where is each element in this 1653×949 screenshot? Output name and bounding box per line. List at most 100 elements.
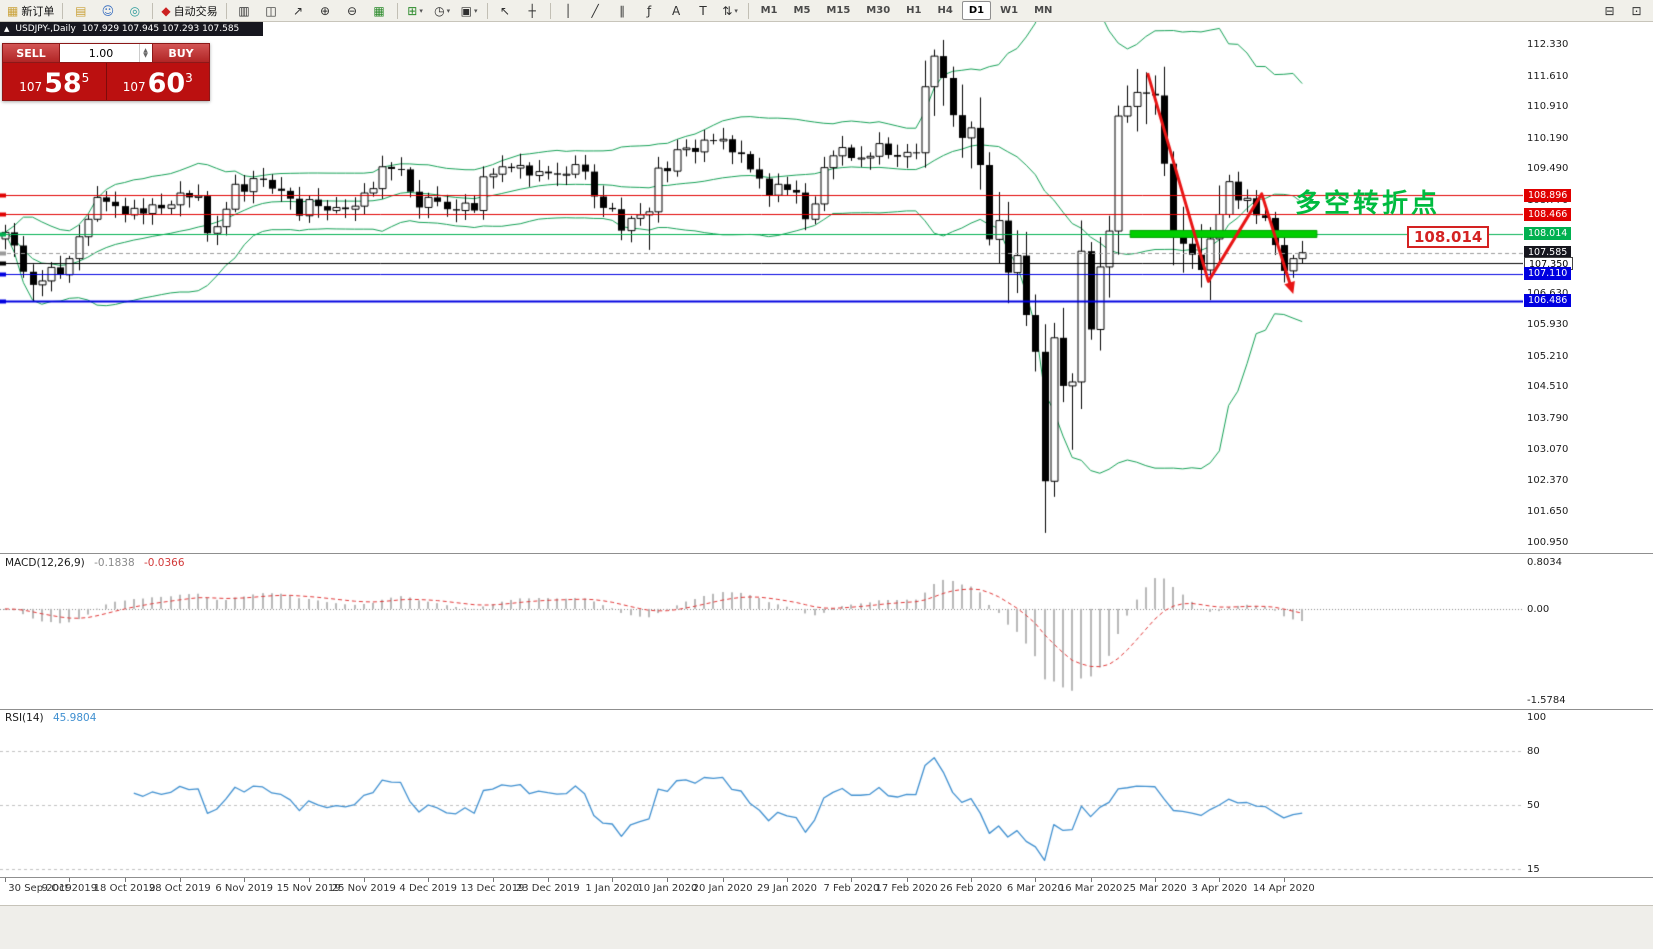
bar-chart-button[interactable]: ▥	[232, 0, 257, 21]
price-axis-label: 100.950	[1527, 536, 1569, 548]
sell-price[interactable]: 107 58 5	[3, 63, 106, 100]
timeframe-h4-button[interactable]: H4	[937, 5, 953, 16]
time-axis-tick	[971, 878, 972, 882]
text-button[interactable]: A	[664, 0, 689, 21]
fibonacci-icon: ƒ	[646, 3, 652, 18]
autotrading-button[interactable]: ◆ 自动交易	[158, 0, 220, 21]
macd-signal-value: -0.0366	[143, 557, 185, 569]
panel-separator[interactable]	[0, 709, 1653, 710]
spin-down-icon[interactable]: ▼	[143, 52, 148, 59]
date-label: 10 Jan 2020	[637, 883, 698, 894]
timeframe-h1-button[interactable]: H1	[906, 5, 922, 16]
print-button[interactable]: ⊟	[1597, 0, 1622, 21]
buy-big-figure: 107	[122, 80, 146, 94]
time-axis-tick	[547, 878, 549, 882]
print-preview-button[interactable]: ⊡	[1624, 0, 1649, 21]
cursor-button[interactable]: ↖	[493, 0, 518, 21]
dropdown-arrow-icon[interactable]: ▾	[446, 6, 451, 15]
date-label: 7 Feb 2020	[823, 883, 880, 894]
price-line-tag: 108.014	[1524, 227, 1572, 241]
date-label: 9 Oct 2019	[41, 883, 98, 894]
trendline-button[interactable]: ╱	[583, 0, 608, 21]
timeframe-m5-button[interactable]: M5	[793, 5, 811, 16]
new-order-icon: ▦	[7, 3, 19, 18]
contacts-button[interactable]: ☺	[95, 0, 120, 21]
vertical-line-button[interactable]: │	[556, 0, 581, 21]
rsi-value: 45.9804	[52, 712, 97, 724]
rsi-indicator-canvas[interactable]	[0, 710, 1523, 877]
zoom-out-button[interactable]: ⊖	[340, 0, 365, 21]
volume-spinner[interactable]: ▲ ▼	[139, 44, 151, 62]
time-axis-tick	[244, 878, 246, 882]
timeframe-w1-button[interactable]: W1	[1000, 5, 1019, 16]
one-click-trading-widget: ▲ USDJPY-,Daily 107.929 107.945 107.293 …	[0, 22, 263, 101]
buy-button[interactable]: BUY	[152, 43, 210, 63]
arrows-button[interactable]: ⇅ ▾	[718, 0, 743, 21]
volume-input[interactable]	[60, 45, 152, 61]
bar-chart-icon: ▥	[238, 3, 250, 18]
timeframe-m30-button[interactable]: M30	[866, 5, 891, 16]
candlestick-chart-icon: ◫	[265, 3, 277, 18]
text-icon: A	[671, 3, 681, 18]
crosshair-button[interactable]: ┼	[520, 0, 545, 21]
rsi-label: RSI(14) 45.9804	[5, 712, 96, 724]
volume-stepper[interactable]: ▲▼	[60, 43, 152, 63]
macd-indicator-canvas[interactable]	[0, 554, 1523, 709]
date-label: 30 Sep 2019	[8, 883, 72, 894]
price-axis-label: 102.370	[1527, 474, 1569, 486]
buy-price[interactable]: 107 60 3	[107, 63, 210, 100]
candlestick-chart-button[interactable]: ◫	[259, 0, 284, 21]
sell-pipette: 5	[81, 71, 90, 85]
tile-windows-icon: ▦	[373, 3, 385, 18]
dropdown-arrow-icon[interactable]: ▾	[734, 6, 738, 15]
price-line-tag: 108.466	[1524, 207, 1572, 221]
timeframe-mn-button[interactable]: MN	[1034, 5, 1053, 16]
time-axis-tick	[5, 878, 6, 882]
charts-cascade-button[interactable]: ▤	[68, 0, 93, 21]
dropdown-arrow-icon[interactable]: ▾	[419, 6, 423, 15]
indicator-scale-label: 15	[1527, 864, 1540, 876]
buy-pips: 60	[147, 68, 186, 99]
dropdown-arrow-icon[interactable]: ▾	[473, 6, 478, 15]
toolbar-separator	[152, 2, 154, 19]
fibonacci-button[interactable]: ƒ	[637, 0, 662, 21]
panel-separator[interactable]	[0, 553, 1653, 554]
new-chart-button[interactable]: ⊞ ▾	[403, 0, 428, 21]
time-axis-tick	[69, 878, 71, 882]
date-label: 29 Jan 2020	[757, 883, 817, 894]
timeframe-m1-button[interactable]: M1	[760, 5, 778, 16]
equidistant-channel-button[interactable]: ∥	[610, 0, 635, 21]
price-line-tag: 106.486	[1524, 294, 1572, 308]
date-label: 16 Mar 2020	[1058, 883, 1123, 894]
equidistant-channel-icon: ∥	[619, 3, 626, 18]
new-chart-icon: ⊞	[407, 3, 418, 18]
new-order-button[interactable]: ▦ 新订单	[4, 0, 57, 21]
collapse-arrow-icon[interactable]: ▲	[4, 25, 10, 33]
trendline-icon: ╱	[591, 3, 599, 18]
main-chart-canvas[interactable]	[0, 22, 1523, 553]
price-line-tag: 108.896	[1524, 188, 1572, 202]
tile-windows-button[interactable]: ▦	[367, 0, 392, 21]
zoom-in-button[interactable]: ⊕	[313, 0, 338, 21]
date-label: 3 Apr 2020	[1191, 883, 1248, 894]
periods-icon: ◷	[434, 3, 445, 18]
line-chart-button[interactable]: ↗	[286, 0, 311, 21]
indicator-scale-label: 0.00	[1527, 603, 1550, 615]
sell-button[interactable]: SELL	[2, 43, 60, 63]
timeframe-d1-button[interactable]: D1	[961, 1, 992, 20]
time-axis-tick	[1035, 878, 1037, 882]
spin-up-icon[interactable]: ▲	[143, 47, 148, 54]
chart-title-bar[interactable]: ▲ USDJPY-,Daily 107.929 107.945 107.293 …	[0, 22, 263, 36]
macd-main-value: -0.1838	[94, 557, 135, 569]
date-label: 15 Nov 2019	[276, 883, 341, 894]
contacts-icon: ☺	[101, 3, 115, 18]
text-label-button[interactable]: T	[691, 0, 716, 21]
toolbar-separator	[747, 2, 749, 19]
templates-button[interactable]: ▣ ▾	[457, 0, 482, 21]
timeframe-m15-button[interactable]: M15	[826, 5, 851, 16]
panel-separator	[0, 877, 1653, 878]
price-axis-label: 104.510	[1527, 381, 1569, 393]
periods-button[interactable]: ◷ ▾	[430, 0, 455, 21]
date-label: 23 Dec 2019	[515, 883, 580, 894]
community-button[interactable]: ◎	[122, 0, 147, 21]
